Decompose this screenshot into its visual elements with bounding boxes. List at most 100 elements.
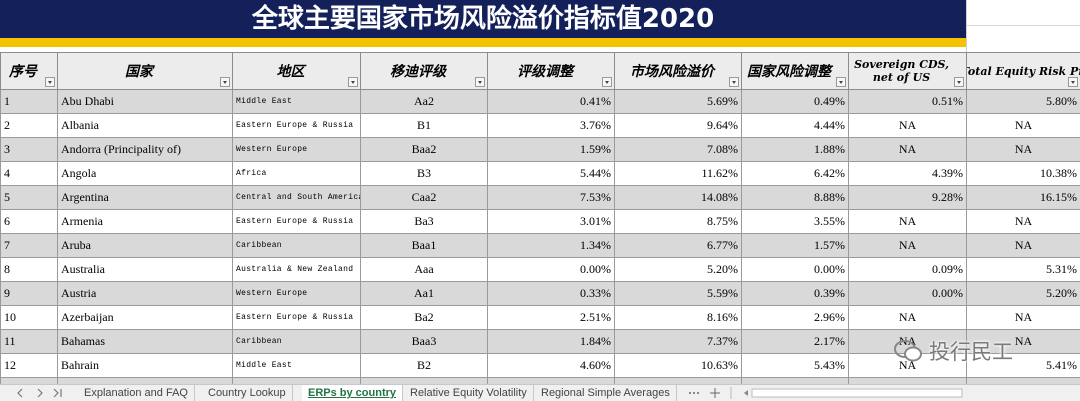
cell: Ba2 [360, 305, 488, 330]
filter-button[interactable] [348, 77, 358, 87]
title-band [0, 38, 966, 47]
tab-controls[interactable] [686, 385, 1036, 401]
cell: 6.42% [741, 161, 849, 186]
cell: 7 [0, 233, 58, 258]
cell: 8.16% [614, 305, 742, 330]
watermark-icon [894, 340, 922, 362]
tab-nav[interactable] [0, 385, 75, 401]
filter-button[interactable] [1068, 77, 1078, 87]
sheet-tab[interactable]: ERPs by country [302, 385, 404, 401]
watermark: 投行民工 [893, 334, 1013, 368]
cell: 4.39% [848, 161, 967, 186]
cell: 8.88% [741, 185, 849, 210]
cell: 1.59% [487, 137, 615, 162]
cell: 0.49% [741, 89, 849, 114]
cell: 2.17% [741, 329, 849, 354]
filter-button[interactable] [475, 77, 485, 87]
cell: 9.64% [614, 113, 742, 138]
cell: 0.00% [741, 257, 849, 282]
sheet-tab[interactable]: Relative Equity Volatility [404, 385, 534, 401]
column-header: Total Equity Risk Premium [966, 52, 1080, 90]
cell: Caa2 [360, 185, 488, 210]
cell: NA [966, 209, 1080, 234]
cell: Middle East [232, 89, 361, 114]
cell: 3 [0, 137, 58, 162]
table-row: 8 Australia Australia & New Zealand Aaa 0.00… [0, 257, 1080, 282]
cell: 0.51% [848, 89, 967, 114]
sheet-tab-bar: Explanation and FAQ Country Lookup ERPs by… [0, 384, 1080, 401]
cell: NA [848, 233, 967, 258]
cell: 1.88% [741, 137, 849, 162]
table-row: 6 Armenia Eastern Europe & Russia Ba3 3.01% 8… [0, 209, 1080, 234]
cell: 7.08% [614, 137, 742, 162]
cell: Baa1 [360, 233, 488, 258]
filter-button[interactable] [954, 77, 964, 87]
cell: Caribbean [232, 329, 361, 354]
header-text: 地区 [276, 64, 305, 80]
cell: Andorra (Principality of) [57, 137, 233, 162]
sheet-tab[interactable]: Country Lookup [202, 385, 293, 401]
cell: NA [966, 233, 1080, 258]
column-header: 评级调整 [487, 52, 615, 90]
cell: Eastern Europe & Russia [232, 209, 361, 234]
cell: 5.59% [614, 281, 742, 306]
cell: 6 [0, 209, 58, 234]
cell: 11.62% [614, 161, 742, 186]
column-header: 国家风险调整 [741, 52, 849, 90]
data-table: 序号 国家 地区 移迪评级 评级调整 市场风险溢价 国家风险调整 Sovereign CDS,… [0, 52, 1080, 384]
cell: Austria [57, 281, 233, 306]
table-row: 5 Argentina Central and South America Caa2 7… [0, 185, 1080, 210]
column-header: 市场风险溢价 [614, 52, 742, 90]
filter-button[interactable] [836, 77, 846, 87]
table-row: 1 Abu Dhabi Middle East Aa2 0.41% 5.69% 0.49% 0… [0, 89, 1080, 114]
cell: Aa2 [360, 89, 488, 114]
cell: NA [848, 305, 967, 330]
cell: 5.80% [966, 89, 1080, 114]
cell: 6.77% [614, 233, 742, 258]
cell: 5.44% [487, 161, 615, 186]
column-header: 序号 [0, 52, 58, 90]
cell: 2.51% [487, 305, 615, 330]
cell: Baa3 [360, 329, 488, 354]
filter-button[interactable] [45, 77, 55, 87]
cell: 5.31% [966, 257, 1080, 282]
header-text: 市场风险溢价 [630, 64, 714, 80]
cell: Eastern Europe & Russia [232, 113, 361, 138]
sheet-tab[interactable]: Regional Simple Averages [535, 385, 677, 401]
cell: Baa2 [360, 137, 488, 162]
cell: B3 [360, 161, 488, 186]
cell: Western Europe [232, 281, 361, 306]
table-body: 1 Abu Dhabi Middle East Aa2 0.41% 5.69% 0.49% 0… [0, 89, 1080, 384]
cell: NA [848, 113, 967, 138]
cell: 5 [0, 185, 58, 210]
cell: Aa1 [360, 281, 488, 306]
cell: Western Europe [232, 137, 361, 162]
cell: NA [966, 113, 1080, 138]
cell: 5.43% [741, 353, 849, 378]
filter-button[interactable] [220, 77, 230, 87]
cell: 7.37% [614, 329, 742, 354]
cell: 3.76% [487, 113, 615, 138]
cell: 0.41% [487, 89, 615, 114]
cell: 1.34% [487, 233, 615, 258]
cell: 11 [0, 329, 58, 354]
cell: Angola [57, 161, 233, 186]
table-row: 4 Angola Africa B3 5.44% 11.62% 6.42% 4.39% 10.3… [0, 161, 1080, 186]
sheet-tab[interactable]: Explanation and FAQ [78, 385, 195, 401]
cell: B2 [360, 353, 488, 378]
cell: 0.39% [741, 281, 849, 306]
cell: NA [966, 137, 1080, 162]
cell: 3.01% [487, 209, 615, 234]
table-row: 3 Andorra (Principality of) Western Europe… [0, 137, 1080, 162]
filter-button[interactable] [602, 77, 612, 87]
cell: 5.20% [614, 257, 742, 282]
filter-button[interactable] [729, 77, 739, 87]
header-text: 国家风险调整 [747, 64, 831, 80]
cell: 9 [0, 281, 58, 306]
cell: 10.63% [614, 353, 742, 378]
cell: NA [848, 137, 967, 162]
header-text: Sovereign CDS, net of US [854, 58, 949, 84]
cell: Australia & New Zealand [232, 257, 361, 282]
cell: NA [966, 305, 1080, 330]
